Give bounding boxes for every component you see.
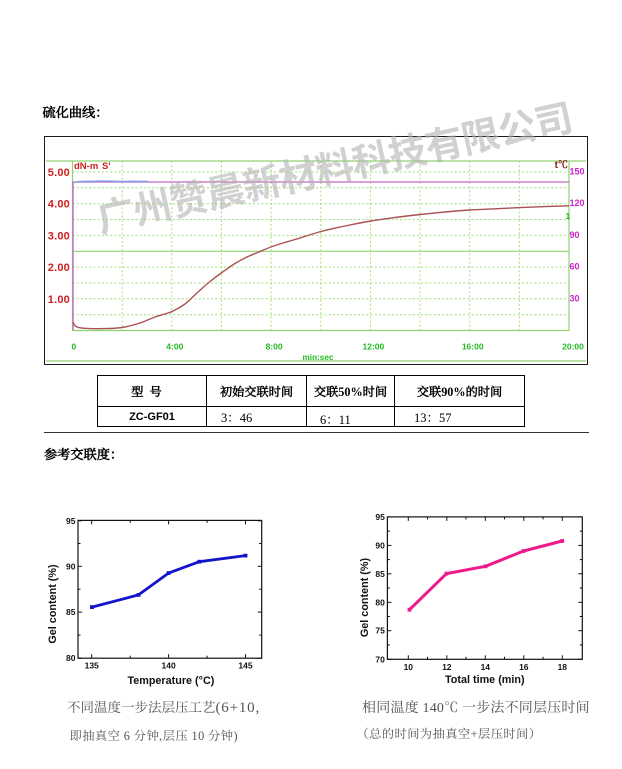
svg-text:16: 16 [519,662,529,672]
svg-text:95: 95 [66,516,76,526]
svg-text:85: 85 [375,569,385,579]
svg-text:12:00: 12:00 [363,342,385,352]
svg-text:t℃: t℃ [555,156,568,171]
svg-text:3.00: 3.00 [48,230,70,242]
svg-text:80: 80 [375,597,385,607]
svg-text:70: 70 [375,654,385,664]
svg-text:4:00: 4:00 [166,342,183,352]
svg-text:S': S' [102,161,111,172]
svg-text:90: 90 [66,561,76,571]
svg-text:Gel content (%): Gel content (%) [47,564,59,644]
svg-text:min:sec: min:sec [303,353,334,362]
svg-text:18: 18 [558,662,568,672]
svg-text:8:00: 8:00 [266,342,283,352]
svg-text:95: 95 [375,512,385,522]
svg-text:4.00: 4.00 [48,199,70,211]
svg-text:90: 90 [375,540,385,550]
svg-text:150: 150 [570,167,585,177]
svg-text:135: 135 [85,661,99,671]
svg-text:140: 140 [162,661,176,671]
svg-text:5.00: 5.00 [48,167,70,179]
svg-text:0: 0 [72,342,77,352]
svg-text:1.00: 1.00 [48,294,70,306]
svg-text:Total time (min): Total time (min) [445,674,525,686]
svg-text:75: 75 [375,626,385,636]
svg-text:120: 120 [570,198,585,208]
svg-text:1: 1 [566,211,571,221]
svg-text:145: 145 [238,661,252,671]
svg-text:dN-m: dN-m [74,161,98,172]
svg-text:16:00: 16:00 [462,342,484,352]
svg-text:30: 30 [570,293,580,303]
svg-text:85: 85 [66,607,76,617]
svg-text:90: 90 [570,230,580,240]
svg-text:Gel content (%): Gel content (%) [359,558,371,638]
svg-text:10: 10 [404,662,414,672]
svg-text:Temperature (°C): Temperature (°C) [127,675,214,687]
svg-text:80: 80 [66,653,76,663]
svg-text:14: 14 [481,662,491,672]
svg-text:20:00: 20:00 [562,342,584,352]
svg-text:60: 60 [570,262,580,272]
svg-text:2.00: 2.00 [48,262,70,274]
svg-text:12: 12 [442,662,452,672]
